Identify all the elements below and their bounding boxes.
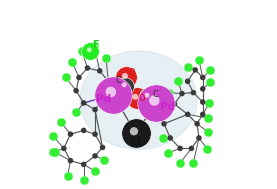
Point xyxy=(122,83,127,86)
Point xyxy=(207,101,212,105)
Point xyxy=(93,133,97,136)
Point xyxy=(193,68,198,71)
Point xyxy=(145,94,149,97)
Point xyxy=(68,133,73,136)
Point xyxy=(195,122,199,125)
Point xyxy=(206,131,211,134)
Point xyxy=(104,94,109,97)
Point xyxy=(53,151,57,154)
Point xyxy=(102,158,106,161)
Ellipse shape xyxy=(80,51,197,149)
Point xyxy=(132,130,136,133)
Point xyxy=(180,92,184,95)
Text: C: C xyxy=(152,90,158,99)
Point xyxy=(124,76,129,79)
Point xyxy=(88,50,93,53)
Text: Pd: Pd xyxy=(160,102,175,112)
Point xyxy=(63,76,68,79)
Text: O: O xyxy=(139,94,146,103)
Point xyxy=(93,154,97,157)
Point xyxy=(172,102,177,105)
Point xyxy=(152,99,157,102)
Point xyxy=(146,95,150,98)
Point xyxy=(134,132,138,135)
Point xyxy=(191,91,196,94)
Point xyxy=(178,162,182,165)
Text: Pd: Pd xyxy=(96,94,111,104)
Point xyxy=(93,108,97,111)
Point xyxy=(208,81,212,84)
Point xyxy=(98,69,102,72)
Point xyxy=(123,74,127,77)
Point xyxy=(123,84,127,88)
Point xyxy=(133,95,138,98)
Text: O: O xyxy=(129,68,135,77)
Point xyxy=(51,135,55,138)
Point xyxy=(79,50,84,53)
Point xyxy=(162,122,166,125)
Point xyxy=(189,147,194,150)
Point xyxy=(185,113,190,116)
Point xyxy=(93,170,97,173)
Point xyxy=(51,151,56,154)
Point xyxy=(197,59,201,62)
Point xyxy=(166,91,171,94)
Point xyxy=(197,136,201,139)
Point xyxy=(100,146,105,149)
Point xyxy=(104,56,108,59)
Point xyxy=(134,97,139,100)
Point xyxy=(166,152,170,155)
Point xyxy=(81,178,86,181)
Point xyxy=(70,61,75,64)
Point xyxy=(81,129,86,132)
Point xyxy=(154,101,159,105)
Text: Cl: Cl xyxy=(130,137,141,147)
Point xyxy=(74,89,78,92)
Point xyxy=(85,67,90,70)
Point xyxy=(92,45,96,48)
Point xyxy=(168,136,173,139)
Point xyxy=(58,120,63,123)
Point xyxy=(201,87,205,90)
Text: C: C xyxy=(115,76,121,85)
Point xyxy=(111,93,115,96)
Point xyxy=(185,65,190,68)
Point xyxy=(106,80,111,83)
Point xyxy=(68,159,73,162)
Point xyxy=(161,136,165,139)
Point xyxy=(201,76,205,79)
Point xyxy=(201,101,205,104)
Point xyxy=(81,163,86,166)
Point xyxy=(205,148,210,151)
Point xyxy=(178,147,182,150)
Text: F: F xyxy=(92,40,99,50)
Point xyxy=(65,175,70,178)
Point xyxy=(109,91,113,94)
Point xyxy=(176,80,180,83)
Point xyxy=(87,48,91,51)
Point xyxy=(191,161,196,164)
Point xyxy=(77,76,81,79)
Point xyxy=(185,80,190,83)
Point xyxy=(81,101,86,105)
Point xyxy=(208,69,212,72)
Point xyxy=(61,147,66,150)
Point xyxy=(201,113,205,116)
Point xyxy=(206,117,211,120)
Point xyxy=(74,111,78,114)
